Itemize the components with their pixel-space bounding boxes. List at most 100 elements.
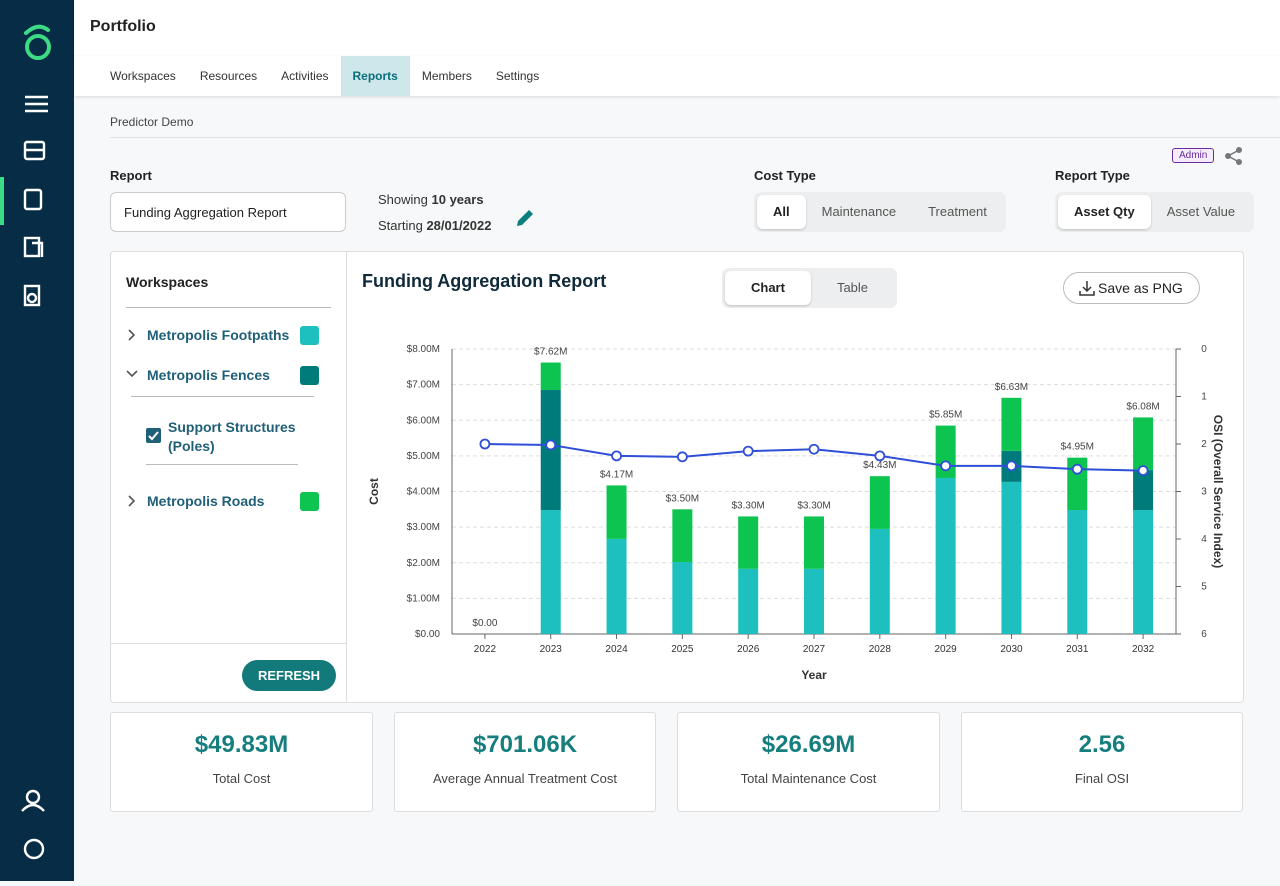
bar-segment bbox=[1133, 510, 1154, 634]
workspace-name[interactable]: Metropolis Roads bbox=[147, 493, 265, 509]
total-label: $5.85M bbox=[929, 410, 962, 421]
y2-tick-label: 6 bbox=[1201, 629, 1207, 640]
y2-tick-label: 3 bbox=[1201, 487, 1207, 498]
workspace-name[interactable]: Metropolis Fences bbox=[147, 367, 270, 383]
refresh-button[interactable]: REFRESH bbox=[242, 660, 336, 691]
breadcrumb: Predictor Demo bbox=[110, 115, 194, 129]
workspace-swatch bbox=[300, 326, 319, 345]
toggle-option[interactable]: Asset Value bbox=[1166, 204, 1236, 219]
divider bbox=[131, 396, 314, 397]
osi-point bbox=[676, 451, 688, 463]
chart: $0.00 $1.00M $2.00M $3.00M $4.00M $5.00M $6.00… bbox=[367, 344, 1225, 682]
tab-bar: Workspaces Resources Activities Reports Memb… bbox=[74, 56, 1280, 96]
total-label: $6.63M bbox=[995, 382, 1028, 393]
report-select[interactable]: Funding Aggregation Report bbox=[110, 192, 346, 232]
bar-segment bbox=[738, 516, 759, 569]
total-label: $4.95M bbox=[1061, 442, 1094, 453]
y-tick-label: $1.00M bbox=[407, 593, 440, 604]
tab[interactable]: Activities bbox=[281, 69, 329, 83]
bar-segment bbox=[869, 476, 890, 529]
checkbox[interactable] bbox=[146, 428, 162, 444]
bar-segment bbox=[1133, 417, 1154, 471]
panel-divider bbox=[346, 252, 347, 702]
sub-workspace[interactable]: Support Structures (Poles) bbox=[168, 419, 296, 454]
save-label: Save as PNG bbox=[1098, 280, 1183, 296]
x-tick-label: 2022 bbox=[474, 644, 497, 655]
x-tick-label: 2025 bbox=[671, 644, 694, 655]
toggle-option[interactable]: Chart bbox=[725, 271, 811, 305]
toggle-option[interactable]: Table bbox=[836, 280, 869, 295]
workspace-swatch bbox=[300, 492, 319, 511]
osi-point bbox=[611, 450, 622, 462]
toggle-option[interactable]: Asset Qty bbox=[1058, 195, 1151, 229]
toggle-option[interactable]: Maintenance bbox=[821, 204, 897, 219]
osi-point bbox=[1006, 460, 1017, 472]
stat-value: $701.06K bbox=[472, 731, 578, 758]
stat-value: 2.56 bbox=[1078, 731, 1126, 758]
x-tick-label: 2029 bbox=[935, 644, 958, 655]
stat-label: Total Maintenance Cost bbox=[740, 771, 877, 786]
x-tick-label: 2026 bbox=[737, 644, 760, 655]
divider bbox=[146, 464, 298, 465]
stat-card: $26.69M Total Maintenance Cost bbox=[677, 712, 940, 812]
y-tick-label: $4.00M bbox=[407, 487, 440, 498]
save-button[interactable]: Save as PNG bbox=[1063, 272, 1200, 304]
bar-segment bbox=[606, 538, 627, 634]
y2-tick-label: 1 bbox=[1201, 392, 1207, 403]
y-axis-label: Cost bbox=[367, 478, 381, 505]
bar-segment bbox=[1067, 510, 1088, 634]
share-icon[interactable] bbox=[1224, 146, 1244, 166]
x-tick-label: 2024 bbox=[605, 644, 628, 655]
report-type-label: Report Type bbox=[1055, 168, 1130, 183]
tab[interactable]: Resources bbox=[199, 69, 258, 83]
osi-point bbox=[808, 443, 820, 455]
showing: Showing 10 years bbox=[378, 192, 484, 207]
x-tick-label: 2031 bbox=[1066, 644, 1089, 655]
bar-segment bbox=[804, 516, 824, 569]
osi-point bbox=[742, 445, 754, 457]
bar-segment bbox=[540, 510, 561, 634]
cost-type-label: Cost Type bbox=[754, 168, 816, 183]
bar-segment bbox=[869, 528, 890, 634]
starting-prefix: Starting bbox=[378, 218, 423, 233]
osi-point bbox=[479, 438, 491, 450]
y2-tick-label: 0 bbox=[1201, 344, 1207, 355]
total-label: $6.08M bbox=[1126, 401, 1159, 412]
bar-segment bbox=[540, 362, 561, 390]
toggle-option[interactable]: All bbox=[757, 195, 806, 229]
x-tick-label: 2032 bbox=[1132, 644, 1155, 655]
edit-icon[interactable] bbox=[514, 207, 536, 229]
admin-badge: Admin bbox=[1172, 148, 1215, 163]
chart-title: Funding Aggregation Report bbox=[362, 271, 607, 291]
workspace-swatch bbox=[300, 366, 319, 385]
tab[interactable]: Reports bbox=[340, 56, 410, 96]
bar-segment bbox=[1001, 481, 1022, 634]
bar-segment bbox=[672, 509, 693, 563]
y-tick-label: $5.00M bbox=[407, 451, 440, 462]
tab[interactable]: Settings bbox=[495, 69, 540, 83]
total-label: $4.17M bbox=[600, 469, 633, 480]
x-axis-label: Year bbox=[801, 668, 827, 682]
x-tick-label: 2028 bbox=[869, 644, 892, 655]
tab[interactable]: Workspaces bbox=[110, 69, 176, 83]
stat-label: Total Cost bbox=[212, 771, 271, 786]
bar-segment bbox=[672, 562, 693, 634]
x-tick-label: 2030 bbox=[1000, 644, 1023, 655]
stat-value: $26.69M bbox=[761, 731, 856, 758]
stat-label: Average Annual Treatment Cost bbox=[432, 771, 618, 786]
toggle-option[interactable]: Treatment bbox=[928, 204, 987, 219]
osi-point bbox=[1071, 463, 1083, 475]
y-tick-label: $3.00M bbox=[407, 522, 440, 533]
divider bbox=[126, 307, 331, 308]
starting-value: 28/01/2022 bbox=[426, 218, 492, 233]
workspace-name[interactable]: Metropolis Footpaths bbox=[147, 327, 290, 343]
bar-segment bbox=[606, 485, 627, 539]
y-tick-label: $6.00M bbox=[407, 415, 440, 426]
divider bbox=[110, 137, 1280, 138]
total-label: $0.00 bbox=[472, 618, 497, 629]
bar-segment bbox=[1001, 397, 1022, 451]
sidebar-icons bbox=[0, 24, 51, 860]
page-title: Portfolio bbox=[90, 18, 156, 35]
tab[interactable]: Members bbox=[421, 69, 472, 83]
